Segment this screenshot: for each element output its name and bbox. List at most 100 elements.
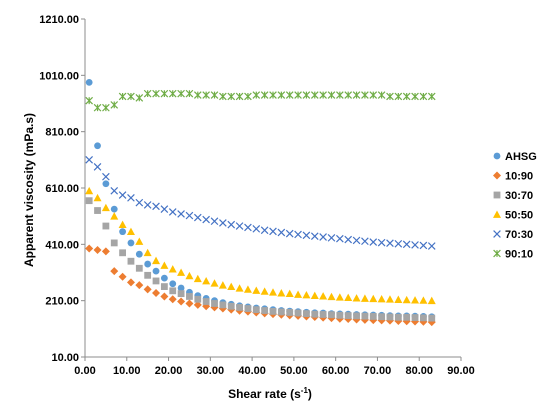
data-point: [93, 193, 102, 202]
data-point: [135, 250, 143, 258]
data-point: [227, 282, 236, 290]
data-point: [177, 268, 186, 276]
data-point: [277, 289, 286, 297]
data-point: [160, 274, 168, 282]
data-point: [419, 92, 428, 101]
legend-marker: [493, 249, 501, 258]
x-tick-label: 20.00: [155, 365, 183, 377]
data-point: [127, 239, 135, 247]
data-point: [252, 225, 261, 233]
x-tick-label: 40.00: [238, 365, 266, 377]
data-point: [143, 248, 152, 257]
data-point: [152, 277, 160, 285]
data-point: [144, 271, 152, 279]
data-point: [285, 289, 294, 298]
data-point: [127, 257, 135, 265]
data-point: [252, 286, 261, 294]
data-point: [294, 91, 302, 99]
data-point: [126, 227, 135, 236]
data-point: [119, 228, 126, 236]
data-point: [118, 92, 127, 101]
data-point: [386, 239, 394, 248]
data-point: [269, 91, 277, 99]
data-point: [310, 291, 319, 299]
data-point: [319, 292, 328, 300]
legend-item: AHSG: [493, 151, 537, 163]
data-point: [135, 198, 144, 207]
legend-label: 70:30: [505, 229, 533, 241]
data-point: [227, 220, 236, 229]
data-point: [152, 89, 160, 98]
data-point: [352, 294, 361, 302]
x-tick-label: 10.00: [113, 365, 141, 377]
data-point: [85, 156, 94, 164]
data-point: [328, 311, 335, 319]
legend-marker: [493, 210, 501, 218]
data-point: [119, 249, 126, 257]
data-point: [403, 313, 411, 321]
y-axis-title: Apparent viscosity (mPa.s): [22, 113, 36, 267]
data-point: [411, 314, 419, 321]
data-point: [394, 239, 403, 248]
data-point: [310, 232, 319, 240]
data-point: [244, 305, 252, 312]
data-point: [135, 281, 144, 290]
data-point: [235, 284, 244, 292]
data-point: [386, 313, 394, 321]
data-point: [319, 311, 327, 318]
data-point: [352, 236, 361, 245]
data-point: [260, 226, 269, 235]
data-point: [285, 91, 294, 99]
legend-label: 90:10: [505, 249, 533, 261]
data-point: [118, 191, 127, 199]
y-tick-label: 10.00: [51, 352, 79, 364]
legend-label: 50:50: [505, 210, 533, 222]
data-point: [143, 201, 152, 209]
x-tick-label: 80.00: [405, 365, 433, 377]
data-point: [101, 203, 110, 212]
data-point: [277, 91, 286, 99]
series-90-10: [85, 89, 436, 112]
data-point: [202, 91, 210, 99]
data-point: [294, 230, 302, 239]
x-tick-label: 70.00: [364, 365, 392, 377]
data-point: [152, 289, 161, 298]
legend-label: 30:70: [505, 190, 533, 202]
data-point: [369, 91, 378, 99]
data-point: [194, 295, 202, 303]
data-point: [102, 172, 110, 181]
data-point: [277, 308, 285, 316]
data-point: [110, 205, 118, 213]
data-point: [185, 211, 194, 220]
legend-label: AHSG: [505, 151, 537, 163]
data-point: [244, 92, 252, 101]
data-point: [286, 309, 294, 316]
legend-item: 10:90: [493, 171, 533, 183]
data-point: [394, 313, 402, 321]
data-point: [319, 233, 327, 241]
data-point: [160, 292, 169, 301]
data-point: [360, 294, 369, 302]
series-30-70: [85, 197, 436, 322]
data-point: [152, 256, 161, 265]
data-point: [269, 307, 277, 315]
data-point: [127, 92, 135, 101]
data-point: [85, 96, 94, 105]
data-point: [185, 89, 194, 98]
data-point: [94, 207, 101, 214]
data-point: [243, 285, 252, 293]
data-point: [377, 294, 386, 303]
data-point: [85, 197, 93, 205]
data-point: [269, 227, 277, 236]
data-point: [152, 267, 160, 275]
data-point: [210, 217, 219, 226]
data-point: [344, 91, 353, 99]
data-point: [352, 91, 361, 99]
data-point: [85, 78, 93, 86]
data-point: [336, 91, 344, 99]
data-point: [202, 215, 210, 224]
x-tick-label: 50.00: [280, 365, 308, 377]
data-point: [135, 94, 144, 102]
data-point: [160, 205, 169, 213]
